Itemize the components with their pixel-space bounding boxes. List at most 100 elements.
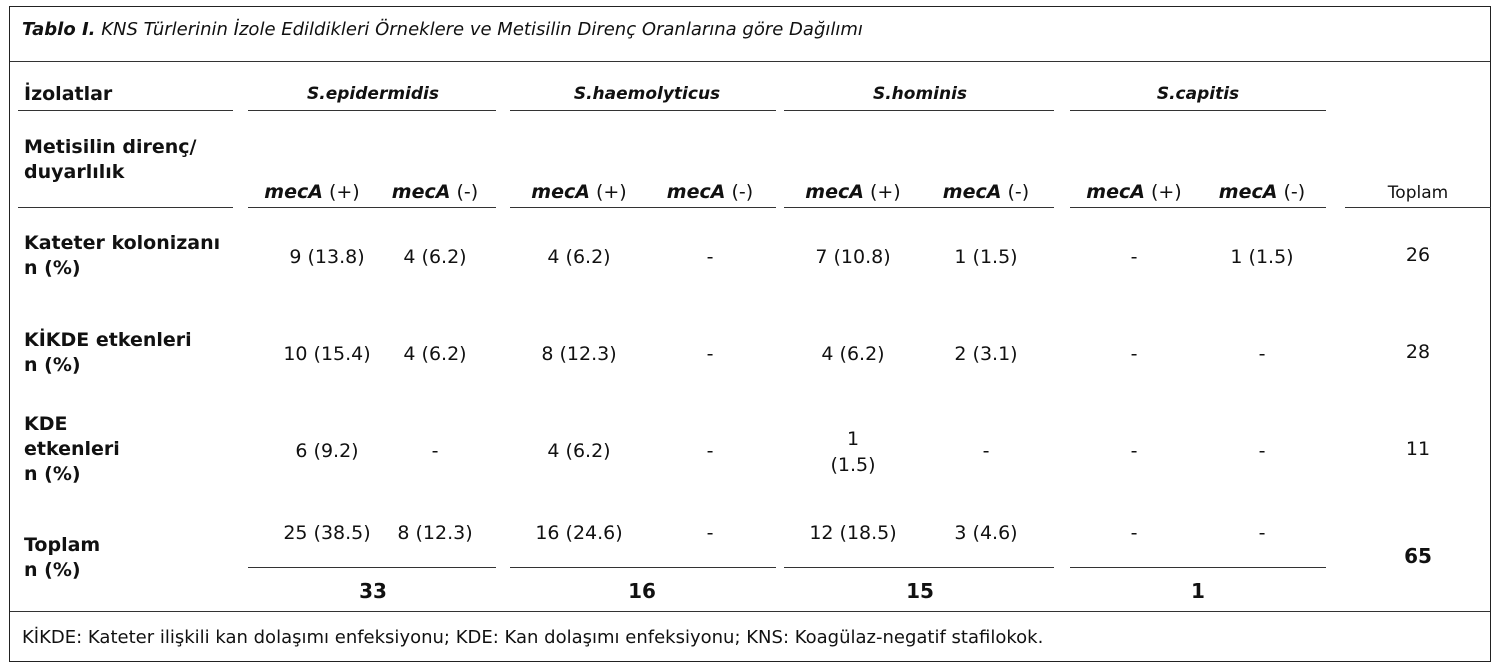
mecA-neg-header: mecA (-) <box>667 181 753 203</box>
table-cell: - <box>431 440 439 462</box>
mecA-sign: (+) <box>1150 181 1182 203</box>
table-cell: 12 (18.5) <box>809 522 897 544</box>
row-label-line: n (%) <box>24 257 81 279</box>
mecA-label: mecA <box>942 181 1002 203</box>
table-cell: 2 (3.1) <box>954 343 1018 365</box>
table-cell: 25 (38.5) <box>283 522 371 544</box>
table-cell: 4 (6.2) <box>547 440 611 462</box>
row-label-line: n (%) <box>24 559 81 581</box>
row-label-line: Toplam <box>24 534 101 556</box>
methicillin-header-line1: Metisilin direnç/ <box>24 136 197 158</box>
caption-label: Tablo I. <box>22 19 96 40</box>
methicillin-header: Metisilin direnç/ duyarlılık <box>24 135 196 185</box>
species-underline-2 <box>510 110 776 111</box>
table-cell: - <box>706 522 714 544</box>
isolates-header: İzolatlar <box>24 83 113 105</box>
mecA-label: mecA <box>264 181 323 203</box>
table-cell: - <box>1130 440 1138 462</box>
row-label-line: n (%) <box>24 463 81 485</box>
table-cell: 4 (6.2) <box>547 246 611 268</box>
mecA-neg-header: mecA (-) <box>1219 181 1305 203</box>
species-total-hominis: 15 <box>906 579 934 603</box>
mecA-sign: (-) <box>731 181 754 203</box>
row-total: 65 <box>1404 544 1432 568</box>
species-underline-4 <box>1070 110 1326 111</box>
table-cell: 8 (12.3) <box>541 343 617 365</box>
species-header-haemolyticus: S.haemolyticus <box>573 84 721 104</box>
table-cell: - <box>982 440 990 462</box>
mecA-label: mecA <box>391 181 451 203</box>
row-label-line: KDE <box>24 413 68 435</box>
mecA-sign: (-) <box>1283 181 1306 203</box>
mecA-sign: (-) <box>456 181 479 203</box>
totals-rule-1 <box>248 567 496 568</box>
table-cell: 9 (13.8) <box>289 246 365 268</box>
table-caption: Tablo I. KNS Türlerinin İzole Edildikler… <box>22 19 863 40</box>
table-cell: 1 (1.5) <box>830 428 876 476</box>
mecA-neg-header: mecA (-) <box>943 181 1029 203</box>
isolates-underline <box>18 110 233 111</box>
mecA-label: mecA <box>805 181 864 203</box>
table-footnote: KİKDE: Kateter ilişkili kan dolaşımı enf… <box>22 627 1044 648</box>
footnote-rule <box>10 611 1490 612</box>
species-total-haemolyticus: 16 <box>628 579 656 603</box>
species-total-epidermidis: 33 <box>359 579 387 603</box>
species-total-capitis: 1 <box>1191 579 1205 603</box>
table-cell: - <box>1258 343 1266 365</box>
subheader-underline-1 <box>248 207 496 208</box>
table-cell: 1 (1.5) <box>954 246 1018 268</box>
row-total: 26 <box>1405 244 1431 266</box>
mecA-neg-header: mecA (-) <box>392 181 478 203</box>
mecA-pos-header: mecA (+) <box>805 181 900 203</box>
mecA-sign: (+) <box>869 181 901 203</box>
table-cell: - <box>706 440 714 462</box>
mecA-sign: (+) <box>595 181 627 203</box>
species-header-epidermidis: S.epidermidis <box>307 84 439 104</box>
totals-rule-3 <box>784 567 1054 568</box>
table-cell: 3 (4.6) <box>954 522 1018 544</box>
table-cell: 6 (9.2) <box>295 440 359 462</box>
species-header-hominis: S.hominis <box>872 84 968 104</box>
table-cell: 4 (6.2) <box>403 246 467 268</box>
table-cell: - <box>1130 246 1138 268</box>
table-cell: - <box>706 246 714 268</box>
mecA-label: mecA <box>531 181 590 203</box>
table-cell: - <box>1130 522 1138 544</box>
subheader-underline-3 <box>784 207 1054 208</box>
mecA-pos-header: mecA (+) <box>1086 181 1181 203</box>
table-cell: 7 (10.8) <box>815 246 891 268</box>
totals-rule-2 <box>510 567 776 568</box>
methicillin-header-line2: duyarlılık <box>24 161 125 183</box>
mecA-sign: (+) <box>328 181 360 203</box>
table-cell: - <box>1258 522 1266 544</box>
row-label-total: Toplam n (%) <box>24 533 100 583</box>
species-underline-1 <box>248 110 496 111</box>
table-cell: 4 (6.2) <box>821 343 885 365</box>
mecA-label: mecA <box>1086 181 1145 203</box>
caption-text: KNS Türlerinin İzole Edildikleri Örnekle… <box>101 19 863 40</box>
table-cell: 1 (1.5) <box>1230 246 1294 268</box>
table-cell: 4 (6.2) <box>403 343 467 365</box>
row-total: 11 <box>1405 438 1431 460</box>
mecA-label: mecA <box>666 181 726 203</box>
subheader-underline-total <box>1345 207 1491 208</box>
mecA-pos-header: mecA (+) <box>264 181 359 203</box>
caption-rule <box>10 61 1490 62</box>
table-cell: - <box>1258 440 1266 462</box>
table-frame <box>9 6 1491 662</box>
row-label-line: Kateter kolonizanı <box>24 232 221 254</box>
total-header: Toplam <box>1387 183 1449 203</box>
table-cell: - <box>1130 343 1138 365</box>
mecA-pos-header: mecA (+) <box>531 181 626 203</box>
row-label-line: KİKDE etkenleri <box>24 329 192 351</box>
subheader-underline-4 <box>1070 207 1326 208</box>
row-label-catheter: Kateter kolonizanı n (%) <box>24 231 220 281</box>
totals-rule-4 <box>1070 567 1326 568</box>
mecA-sign: (-) <box>1007 181 1030 203</box>
row-label-line: etkenleri <box>24 438 120 460</box>
species-underline-3 <box>784 110 1054 111</box>
row-total: 28 <box>1405 341 1431 363</box>
table-cell: - <box>706 343 714 365</box>
subheader-underline-2 <box>510 207 776 208</box>
table-cell: 10 (15.4) <box>283 343 371 365</box>
